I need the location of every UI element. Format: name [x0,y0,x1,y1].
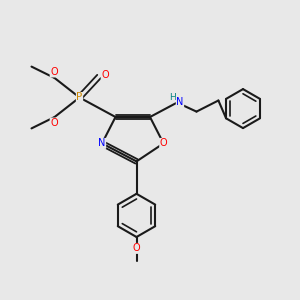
Text: O: O [50,67,58,77]
Text: O: O [101,70,109,80]
Text: H: H [169,93,176,102]
Text: O: O [50,118,58,128]
Text: N: N [176,97,184,107]
Text: N: N [98,138,106,148]
Text: P: P [76,92,82,103]
Text: O: O [160,138,167,148]
Text: O: O [133,243,140,254]
